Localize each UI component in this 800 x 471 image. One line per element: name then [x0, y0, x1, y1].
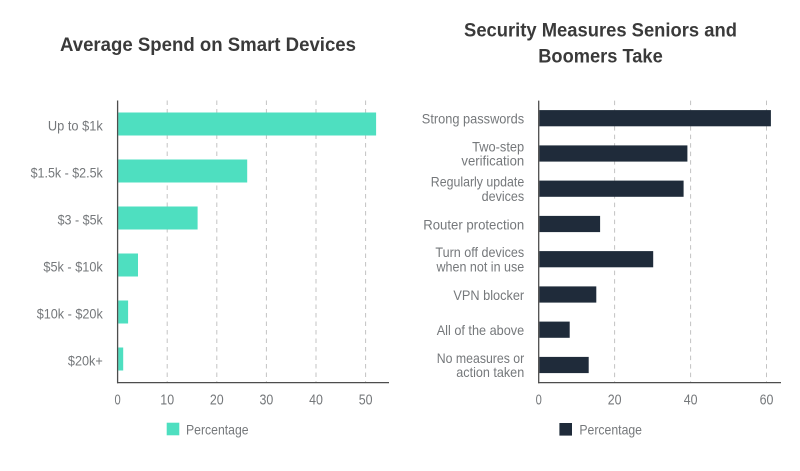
- svg-text:$1.5k - $2.5k: $1.5k - $2.5k: [31, 165, 103, 180]
- svg-text:40: 40: [684, 393, 698, 409]
- svg-text:10: 10: [160, 393, 174, 409]
- svg-text:Strong passwords: Strong passwords: [422, 112, 525, 127]
- svg-text:$3 - $5k: $3 - $5k: [58, 212, 103, 227]
- svg-text:Boomers Take: Boomers Take: [538, 46, 663, 68]
- svg-text:Up to $1k: Up to $1k: [48, 118, 103, 133]
- svg-text:60: 60: [760, 393, 774, 409]
- svg-text:30: 30: [260, 393, 274, 409]
- svg-text:Regularly update: Regularly update: [431, 175, 524, 190]
- svg-text:devices: devices: [482, 189, 525, 204]
- svg-text:0: 0: [536, 393, 542, 409]
- svg-text:Router protection: Router protection: [423, 217, 524, 232]
- svg-text:action taken: action taken: [456, 365, 524, 380]
- svg-text:Security Measures Seniors and: Security Measures Seniors and: [464, 19, 737, 41]
- svg-text:Turn off devices: Turn off devices: [435, 245, 524, 260]
- svg-text:Average Spend on Smart Devices: Average Spend on Smart Devices: [60, 34, 356, 56]
- svg-text:when not in use: when not in use: [436, 259, 525, 274]
- svg-text:Percentage: Percentage: [579, 422, 642, 437]
- svg-text:Percentage: Percentage: [186, 422, 249, 437]
- svg-text:All of the above: All of the above: [437, 323, 525, 338]
- svg-text:20: 20: [608, 393, 622, 409]
- svg-text:Two-step: Two-step: [472, 139, 524, 154]
- svg-text:No measures or: No measures or: [437, 351, 525, 366]
- svg-text:20: 20: [210, 393, 224, 409]
- svg-text:$10k - $20k: $10k - $20k: [37, 306, 103, 321]
- svg-text:0: 0: [115, 393, 121, 409]
- svg-text:$5k - $10k: $5k - $10k: [43, 259, 103, 274]
- svg-text:$20k+: $20k+: [68, 353, 103, 368]
- svg-text:VPN blocker: VPN blocker: [453, 288, 524, 303]
- svg-text:verification: verification: [461, 154, 524, 169]
- svg-text:40: 40: [309, 393, 323, 409]
- svg-text:50: 50: [359, 393, 373, 409]
